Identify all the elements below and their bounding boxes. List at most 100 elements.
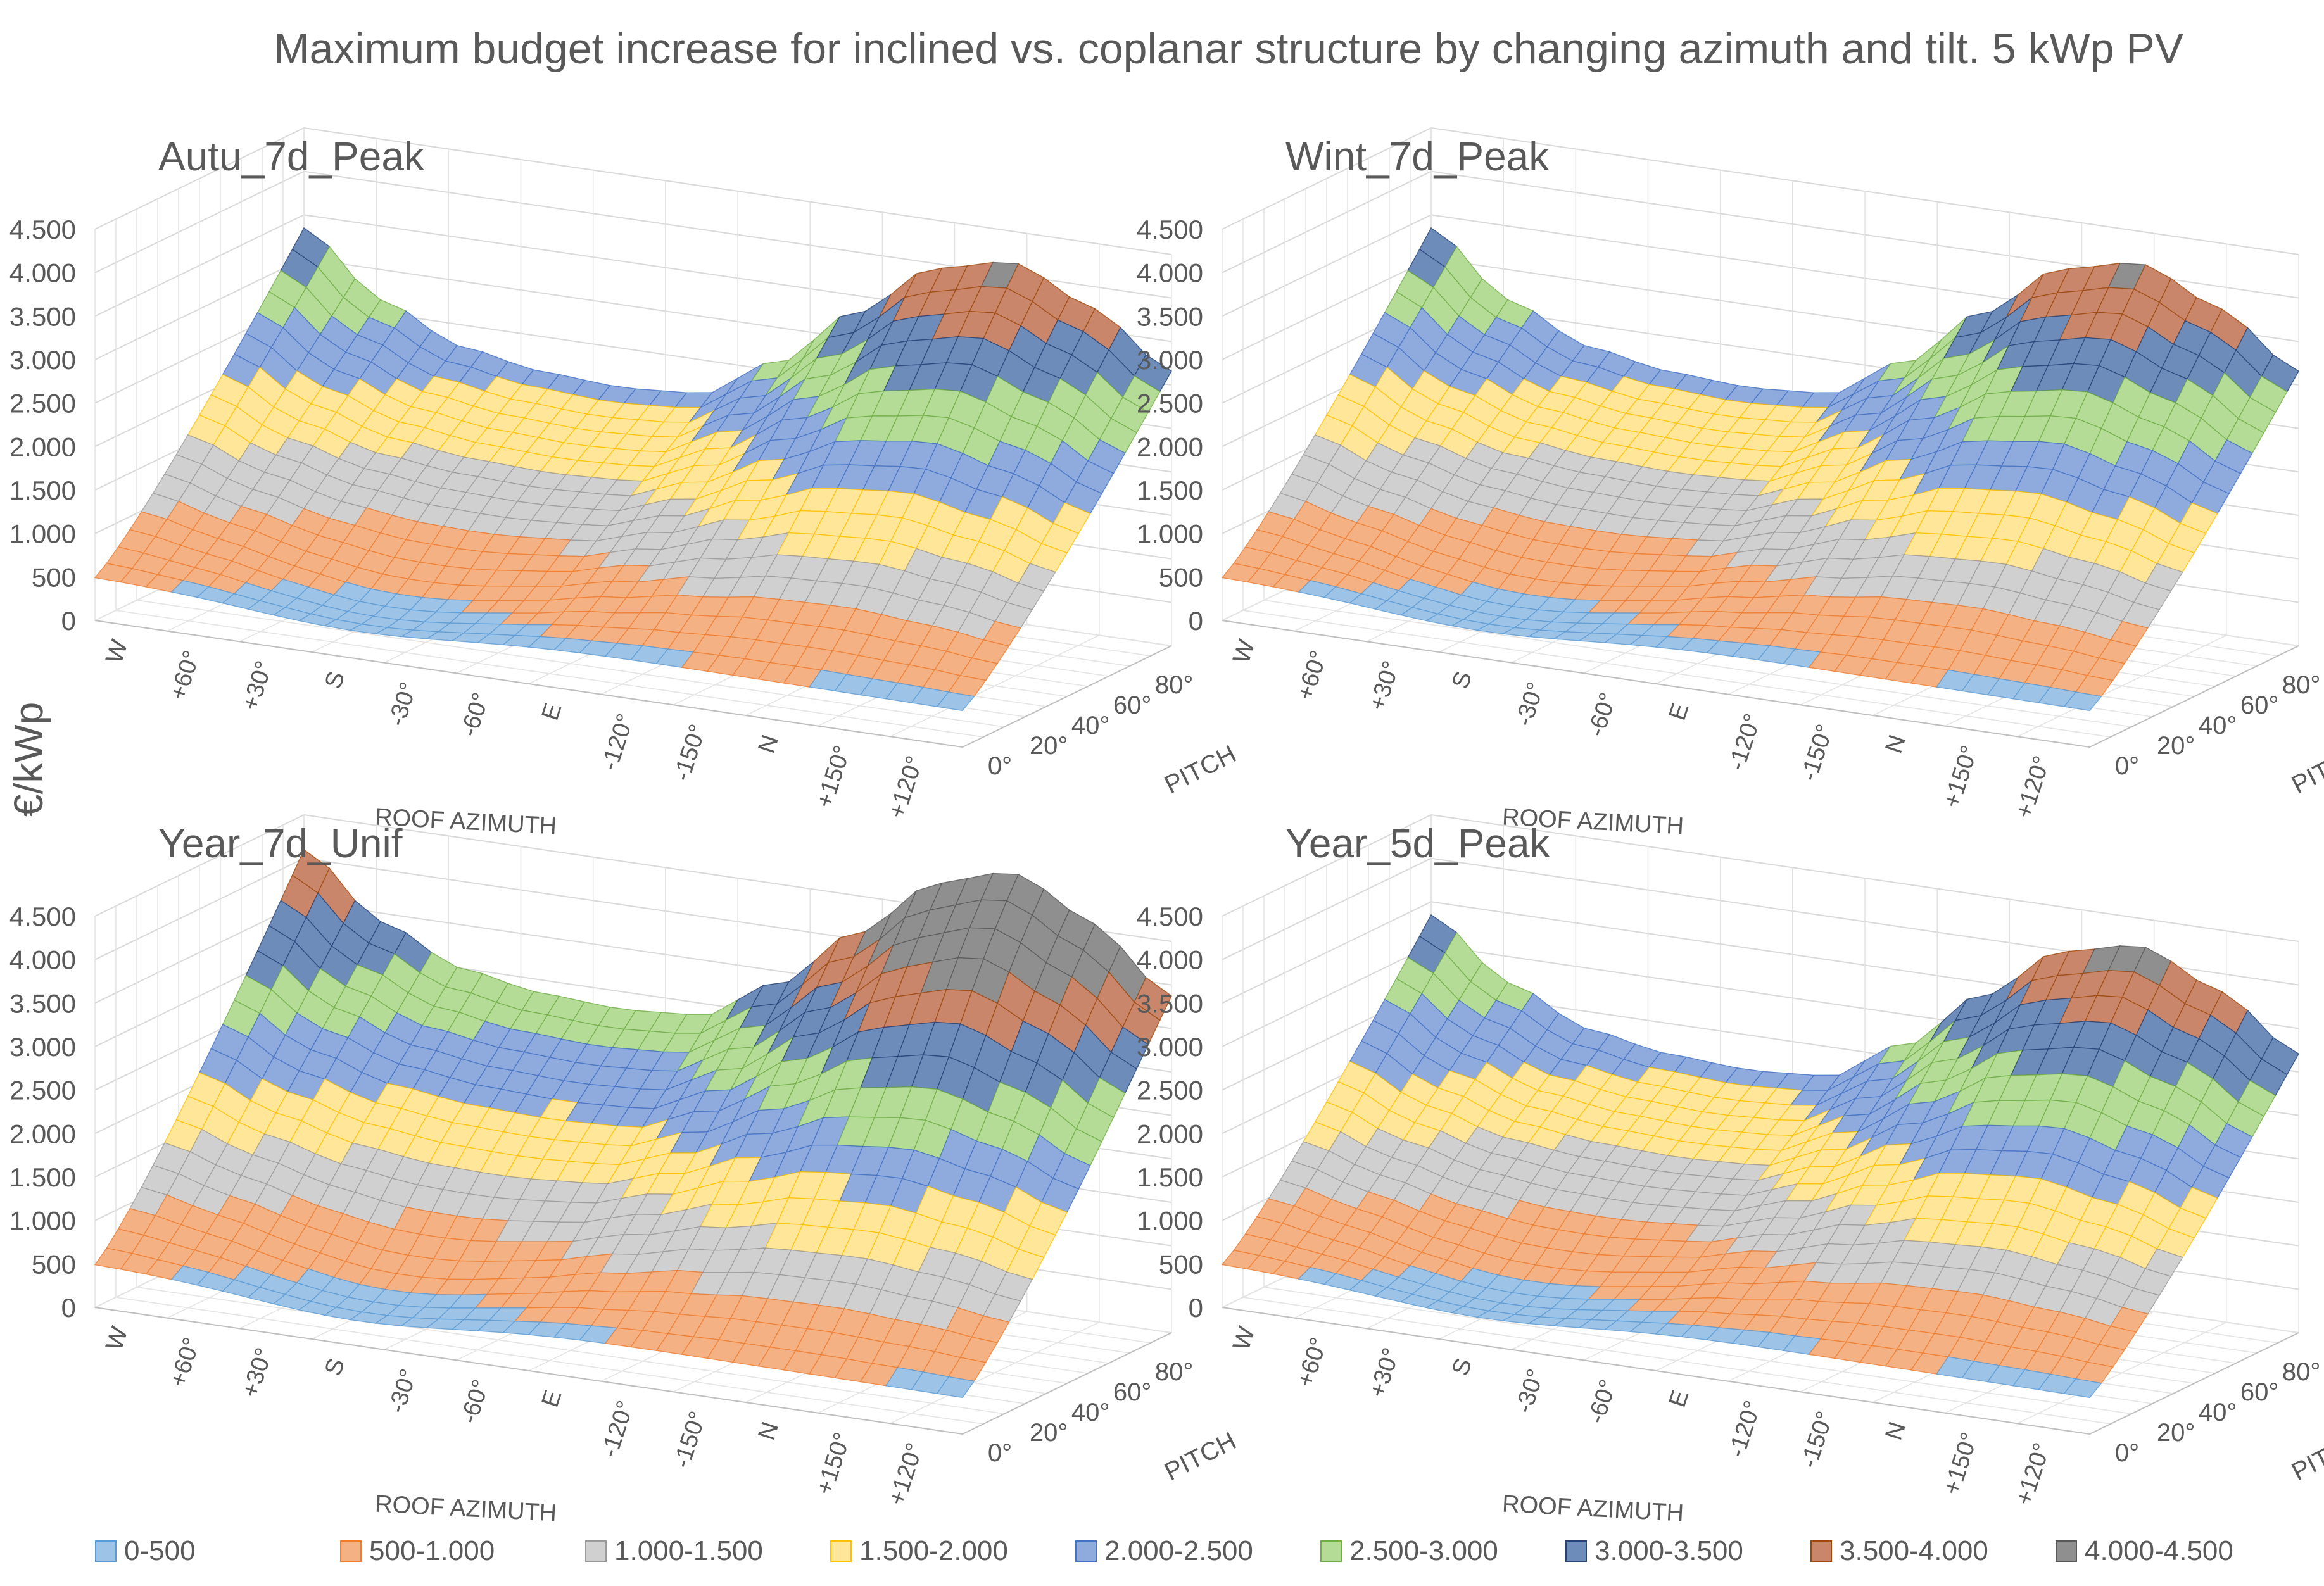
pitch-axis-title: PITCH [2287,1427,2324,1487]
y-tick-label: 3.500 [1137,988,1203,1018]
legend-item: 4.000-4.500 [2056,1535,2233,1567]
legend-swatch [1810,1540,1832,1562]
x-tick-label: E [1664,1387,1695,1411]
legend-label: 0-500 [124,1535,196,1566]
pitch-tick-label: 20° [1030,1419,1068,1447]
legend-item: 2.000-2.500 [1075,1535,1253,1567]
y-tick-label: 3.500 [9,301,76,331]
y-tick-label: 2.500 [1137,389,1203,419]
x-tick-label: S [1447,669,1477,692]
pitch-tick-labels: 0° 20°40°60°80° [988,671,1194,780]
surface-chart-svg: 0 500 1.000 1.500 2.000 2.500 3.000 3.500 4.000 4… [1137,814,2324,1527]
x-tick-label: N [1881,732,1911,757]
y-tick-label: 0 [1189,1293,1203,1323]
y-tick-label: 2.000 [1137,432,1203,462]
y-tick-label: 2.500 [9,1076,76,1105]
x-tick-label: -120° [597,1397,640,1461]
pitch-tick-label: 20° [1030,732,1068,760]
x-tick-label: +120° [2011,753,2056,822]
x-tick-label: N [754,732,784,757]
surface [1221,227,2299,712]
x-tick-label: -30° [384,1366,423,1416]
legend-swatch [1320,1540,1342,1562]
legend-label: 2.000-2.500 [1104,1535,1253,1566]
y-tick-label: 2.000 [9,432,76,462]
legend-label: 3.000-3.500 [1595,1535,1743,1566]
x-tick-label: +150° [1938,742,1983,811]
base-edge [94,1307,1172,1435]
legend: 0-500 500-1.000 1.000-1.500 1.500-2.000 2.00… [95,1535,2299,1573]
y-tick-label: 1.500 [9,1162,76,1192]
pitch-gridline [136,209,1005,727]
pitch-gridline [1242,219,2111,738]
x-tick-label: -150° [669,721,712,784]
x-tick-label: E [1664,700,1695,724]
pitch-tick-label: 0° [988,752,1012,780]
pitch-tick-labels: 0° 20°40°60°80° [2115,671,2321,780]
pitch-tick-label: 60° [1113,691,1152,719]
legend-label: 1.000-1.500 [614,1535,763,1566]
y-tick-labels: 0 500 1.000 1.500 2.000 2.500 3.000 3.500 4.000 4… [9,902,76,1323]
x-tick-label: N [754,1419,784,1444]
x-tick-label: -120° [1724,1397,1767,1461]
y-tick-label: 4.500 [9,902,76,931]
pitch-gridline [115,219,984,738]
pitch-tick-labels: 0° 20°40°60°80° [2115,1358,2321,1467]
pitch-axis-title: PITCH [2287,740,2324,800]
y-tick-label: 4.000 [1137,258,1203,288]
legend-swatch [1075,1540,1097,1562]
y-tick-label: 4.000 [9,945,76,975]
y-tick-label: 3.000 [9,345,76,375]
x-tick-label: W [1228,1324,1260,1354]
pitch-tick-label: 80° [1155,671,1194,699]
surface-chart-svg: 0 500 1.000 1.500 2.000 2.500 3.000 3.500 4.000 4… [1137,127,2324,840]
y-tick-label: 2.000 [9,1119,76,1149]
x-axis-title: ROOF AZIMUTH [374,1491,557,1527]
pitch-tick-label: 0° [2115,1439,2139,1467]
x-tick-label: +120° [2011,1440,2056,1509]
pitch-gridline [1263,896,2132,1414]
x-tick-label: +60° [1292,1334,1333,1390]
x-tick-label: -120° [597,710,640,774]
pitch-tick-labels: 0° 20°40°60°80° [988,1358,1194,1467]
pitch-tick-label: 20° [2157,1419,2195,1447]
legend-item: 1.500-2.000 [830,1535,1008,1567]
y-tick-label: 1.000 [1137,1206,1203,1236]
pitch-tick-label: 40° [1071,1399,1110,1426]
pitch-gridline [136,896,1005,1414]
surface-cell [2063,691,2102,712]
legend-swatch [1565,1540,1587,1562]
panel-title: Year_5d_Peak [1285,821,1550,866]
y-tick-label: 1.500 [9,475,76,505]
x-tick-label: +120° [883,753,928,822]
pitch-tick-label: 80° [2282,671,2321,699]
y-tick-label: 500 [32,1249,76,1279]
x-tick-label: -60° [1583,1376,1622,1427]
x-tick-label: E [537,1387,567,1411]
y-tick-label: 3.000 [1137,1032,1203,1062]
pitch-gridline [1263,209,2132,727]
x-tick-label: -30° [1511,679,1550,729]
legend-swatch [2056,1540,2077,1562]
legend-label: 2.500-3.000 [1349,1535,1498,1566]
x-tick-label: -150° [1796,1408,1839,1471]
y-tick-labels: 0 500 1.000 1.500 2.000 2.500 3.000 3.500 4.000 4… [1137,215,1203,636]
pitch-tick-label: 40° [1071,712,1110,740]
y-tick-label: 3.000 [9,1032,76,1062]
y-tick-label: 1.500 [1137,475,1203,505]
y-tick-label: 0 [61,1293,76,1323]
y-tick-label: 500 [1159,1249,1203,1279]
x-tick-label: -30° [384,679,423,729]
x-tick-label: S [320,669,350,692]
y-tick-label: 1.500 [1137,1162,1203,1192]
legend-swatch [95,1540,117,1562]
x-tick-label: +30° [1364,658,1405,714]
legend-label: 1.500-2.000 [859,1535,1008,1566]
y-tick-label: 2.500 [9,389,76,419]
x-tick-label: +120° [883,1440,928,1509]
y-tick-label: 500 [32,562,76,592]
x-tick-label: S [320,1356,350,1379]
y-tick-label: 4.500 [9,215,76,244]
x-tick-label: -60° [456,1376,495,1427]
base-edge [1222,1307,2299,1435]
